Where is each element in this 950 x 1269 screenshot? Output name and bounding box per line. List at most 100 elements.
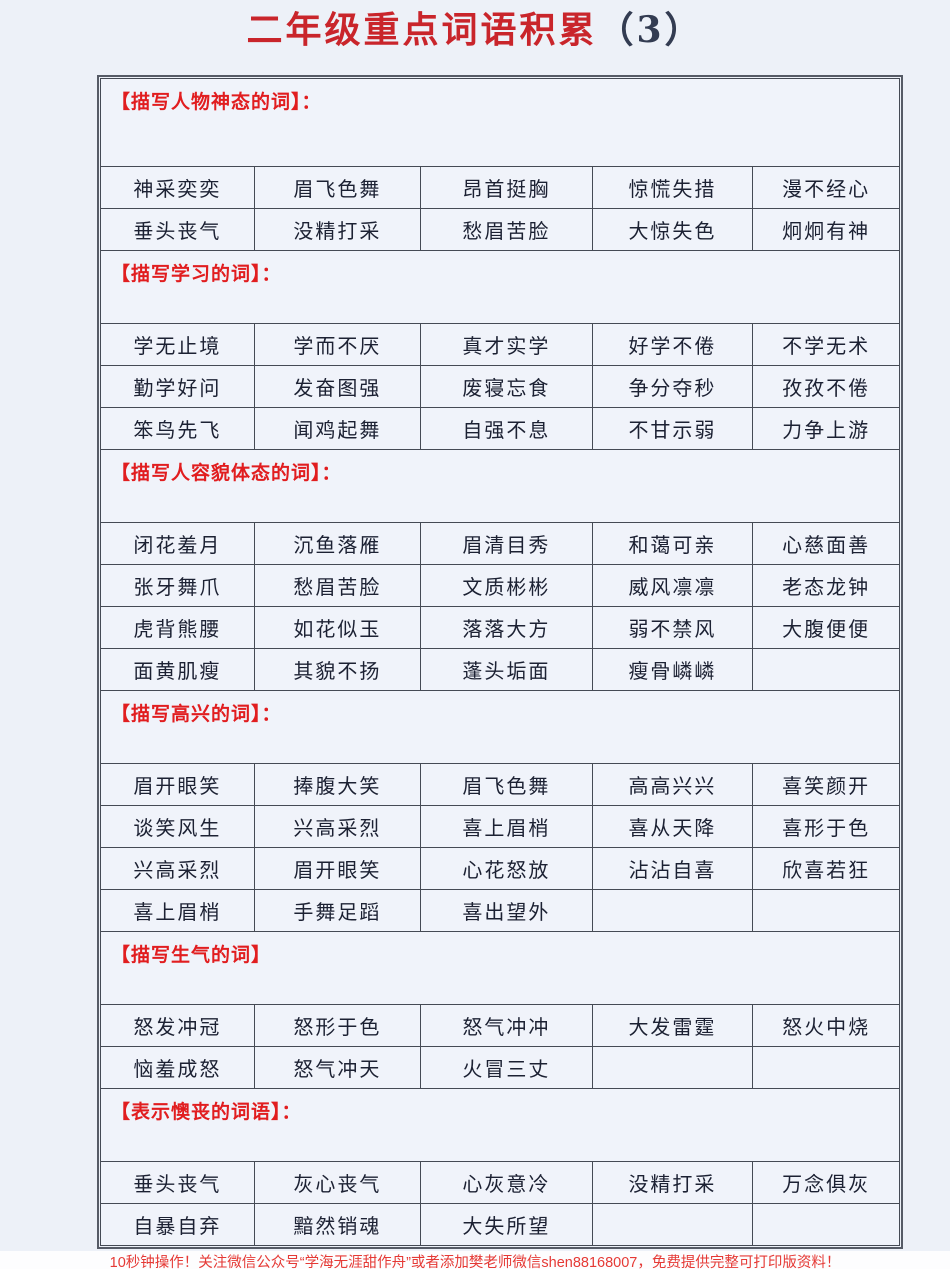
word-cell: 心慈面善: [752, 522, 900, 565]
word-row: 怒发冲冠 怒形于色 怒气冲冲 大发雷霆 怒火中烧: [100, 1004, 900, 1047]
word-cell: 惊慌失措: [591, 166, 754, 209]
section-header: 【描写人物神态的词】：: [100, 78, 900, 167]
word-cell: 眉飞色舞: [253, 166, 422, 209]
footer-note: 10秒钟操作！关注微信公众号“学海无涯甜作舟”或者添加樊老师微信shen8816…: [109, 1255, 841, 1269]
word-cell: 高高兴兴: [591, 763, 754, 806]
word-cell: 垂头丧气: [100, 1161, 255, 1204]
word-cell: 喜上眉梢: [100, 889, 255, 932]
word-row: 垂头丧气 灰心丧气 心灰意冷 没精打采 万念俱灰: [100, 1161, 900, 1204]
footer-bar: 10秒钟操作！关注微信公众号“学海无涯甜作舟”或者添加樊老师微信shen8816…: [0, 1251, 950, 1269]
word-cell: 沉鱼落雁: [253, 522, 422, 565]
section-row: 【描写人容貌体态的词】：: [100, 449, 900, 523]
page-title-text: 二年级重点词语积累: [246, 9, 598, 51]
word-row: 谈笑风生 兴高采烈 喜上眉梢 喜从天降 喜形于色: [100, 805, 900, 848]
word-cell: 沾沾自喜: [591, 847, 754, 890]
word-row: 喜上眉梢 手舞足蹈 喜出望外: [100, 889, 900, 932]
word-cell: 心花怒放: [420, 847, 593, 890]
word-cell: 大惊失色: [591, 208, 754, 251]
section-header: 【描写学习的词】：: [100, 250, 900, 324]
empty-cell: [752, 1046, 900, 1089]
empty-cell: [752, 1203, 900, 1246]
word-cell: 灰心丧气: [253, 1161, 422, 1204]
word-cell: 瘦骨嶙嶙: [591, 648, 754, 691]
word-cell: 兴高采烈: [253, 805, 422, 848]
word-cell: 文质彬彬: [420, 564, 593, 607]
empty-cell: [752, 889, 900, 932]
word-row: 勤学好问 发奋图强 废寝忘食 争分夺秒 孜孜不倦: [100, 365, 900, 408]
section-row: 【描写高兴的词】：: [100, 690, 900, 764]
word-cell: 张牙舞爪: [100, 564, 255, 607]
page-title-number: （3）: [597, 9, 704, 51]
empty-cell: [591, 1046, 754, 1089]
word-cell: 和蔼可亲: [591, 522, 754, 565]
word-cell: 大失所望: [420, 1203, 593, 1246]
word-cell: 虎背熊腰: [100, 606, 255, 649]
word-cell: 喜形于色: [752, 805, 900, 848]
word-cell: 勤学好问: [100, 365, 255, 408]
word-cell: 捧腹大笑: [253, 763, 422, 806]
word-row: 垂头丧气 没精打采 愁眉苦脸 大惊失色 炯炯有神: [100, 208, 900, 251]
word-cell: 争分夺秒: [591, 365, 754, 408]
word-cell: 眉开眼笑: [100, 763, 255, 806]
word-cell: 火冒三丈: [420, 1046, 593, 1089]
word-row: 虎背熊腰 如花似玉 落落大方 弱不禁风 大腹便便: [100, 606, 900, 649]
word-cell: 学无止境: [100, 323, 255, 366]
word-cell: 怒火中烧: [752, 1004, 900, 1047]
word-row: 神采奕奕 眉飞色舞 昂首挺胸 惊慌失措 漫不经心: [100, 166, 900, 209]
section-row: 【描写生气的词】: [100, 931, 900, 1005]
word-cell: 万念俱灰: [752, 1161, 900, 1204]
word-row: 张牙舞爪 愁眉苦脸 文质彬彬 威风凛凛 老态龙钟: [100, 564, 900, 607]
word-cell: 喜上眉梢: [420, 805, 593, 848]
word-cell: 垂头丧气: [100, 208, 255, 251]
word-cell: 笨鸟先飞: [100, 407, 255, 450]
word-cell: 落落大方: [420, 606, 593, 649]
word-cell: 喜从天降: [591, 805, 754, 848]
word-cell: 愁眉苦脸: [253, 564, 422, 607]
word-row: 笨鸟先飞 闻鸡起舞 自强不息 不甘示弱 力争上游: [100, 407, 900, 450]
word-cell: 神采奕奕: [100, 166, 255, 209]
word-cell: 眉清目秀: [420, 522, 593, 565]
word-cell: 喜笑颜开: [752, 763, 900, 806]
vocab-table-frame: 【描写人物神态的词】： 神采奕奕 眉飞色舞 昂首挺胸 惊慌失措 漫不经心 垂头丧气 没精打采愁…: [97, 75, 903, 1249]
word-cell: 黯然销魂: [253, 1203, 422, 1246]
word-cell: 兴高采烈: [100, 847, 255, 890]
word-cell: 怒发冲冠: [100, 1004, 255, 1047]
word-row: 闭花羞月 沉鱼落雁 眉清目秀 和蔼可亲 心慈面善: [100, 522, 900, 565]
word-cell: 漫不经心: [752, 166, 900, 209]
empty-cell: [591, 889, 754, 932]
word-cell: 大腹便便: [752, 606, 900, 649]
word-cell: 谈笑风生: [100, 805, 255, 848]
word-cell: 如花似玉: [253, 606, 422, 649]
word-cell: 发奋图强: [253, 365, 422, 408]
word-cell: 弱不禁风: [591, 606, 754, 649]
section-row: 【描写人物神态的词】：: [100, 78, 900, 167]
vocab-table: 【描写人物神态的词】： 神采奕奕 眉飞色舞 昂首挺胸 惊慌失措 漫不经心 垂头丧气 没精打采愁…: [100, 78, 900, 1246]
section-header: 【描写高兴的词】：: [100, 690, 900, 764]
word-cell: 蓬头垢面: [420, 648, 593, 691]
section-header: 【描写生气的词】: [100, 931, 900, 1005]
vocab-table-body: 【描写人物神态的词】： 神采奕奕 眉飞色舞 昂首挺胸 惊慌失措 漫不经心 垂头丧气 没精打采愁…: [100, 78, 900, 1246]
word-cell: 不学无术: [752, 323, 900, 366]
word-cell: 威风凛凛: [591, 564, 754, 607]
section-header: 【表示懊丧的词语】：: [100, 1088, 900, 1162]
word-cell: 心灰意冷: [420, 1161, 593, 1204]
section-row: 【描写学习的词】：: [100, 250, 900, 324]
word-cell: 其貌不扬: [253, 648, 422, 691]
word-row: 恼羞成怒 怒气冲天 火冒三丈: [100, 1046, 900, 1089]
word-cell: 没精打采: [253, 208, 422, 251]
word-cell: 怒气冲冲: [420, 1004, 593, 1047]
word-cell: 自强不息: [420, 407, 593, 450]
word-cell: 孜孜不倦: [752, 365, 900, 408]
empty-cell: [752, 648, 900, 691]
word-cell: 废寝忘食: [420, 365, 593, 408]
section-header: 【描写人容貌体态的词】：: [100, 449, 900, 523]
word-cell: 学而不厌: [253, 323, 422, 366]
word-row: 面黄肌瘦 其貌不扬 蓬头垢面 瘦骨嶙嶙: [100, 648, 900, 691]
word-cell: 自暴自弃: [100, 1203, 255, 1246]
word-cell: 老态龙钟: [752, 564, 900, 607]
section-row: 【表示懊丧的词语】：: [100, 1088, 900, 1162]
page-title: 二年级重点词语积累（3）: [0, 8, 950, 52]
word-cell: 喜出望外: [420, 889, 593, 932]
word-cell: 恼羞成怒: [100, 1046, 255, 1089]
